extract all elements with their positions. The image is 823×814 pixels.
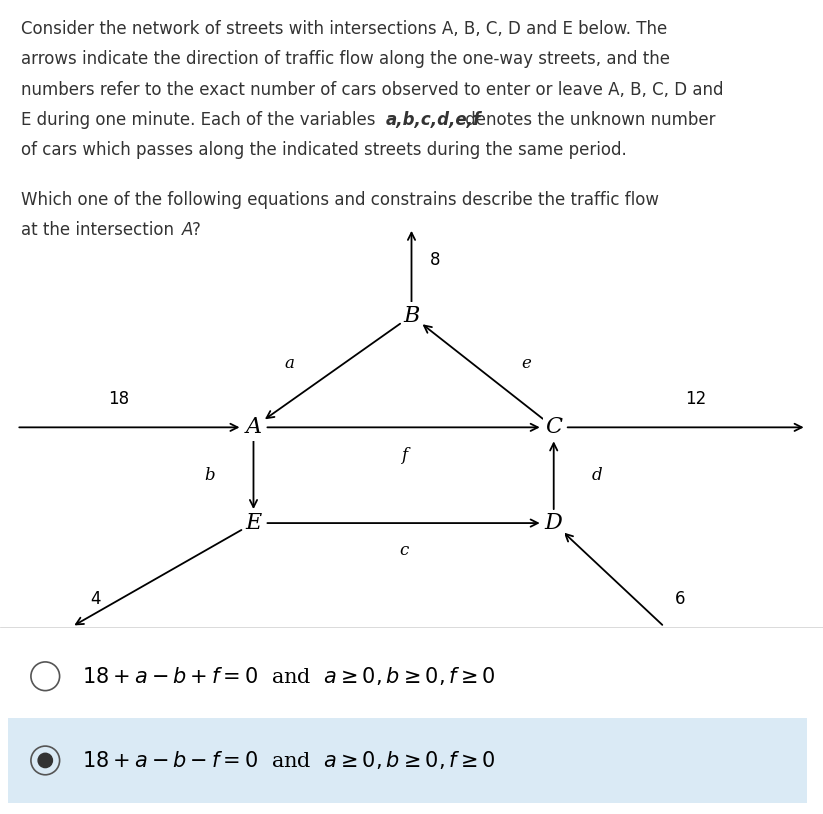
Text: A: A [182, 221, 193, 239]
Text: 8: 8 [430, 251, 440, 269]
Text: d: d [592, 466, 602, 484]
FancyArrowPatch shape [267, 424, 537, 431]
FancyArrowPatch shape [568, 424, 802, 431]
Text: A: A [245, 416, 262, 439]
FancyArrowPatch shape [424, 326, 543, 418]
Text: 4: 4 [91, 590, 100, 608]
Text: c: c [399, 542, 408, 559]
FancyArrowPatch shape [550, 444, 557, 510]
FancyArrowPatch shape [408, 233, 415, 302]
Ellipse shape [38, 753, 53, 768]
Text: at the intersection: at the intersection [21, 221, 179, 239]
Text: f: f [401, 447, 407, 464]
FancyArrowPatch shape [250, 441, 257, 507]
FancyArrowPatch shape [267, 519, 537, 527]
Text: $18 + a - b + f = 0$  and  $a \geq 0, b \geq 0, f \geq 0$: $18 + a - b + f = 0$ and $a \geq 0, b \g… [82, 665, 496, 687]
Text: 6: 6 [675, 590, 686, 608]
Text: 18: 18 [109, 391, 130, 409]
Text: D: D [545, 512, 563, 534]
Text: a: a [284, 355, 294, 372]
Text: ?: ? [192, 221, 201, 239]
FancyArrowPatch shape [267, 324, 400, 418]
Text: arrows indicate the direction of traffic flow along the one-way streets, and the: arrows indicate the direction of traffic… [21, 50, 670, 68]
Text: Consider the network of streets with intersections A, B, C, D and E below. The: Consider the network of streets with int… [21, 20, 667, 38]
Text: Which one of the following equations and constrains describe the traffic flow: Which one of the following equations and… [21, 191, 658, 209]
FancyArrowPatch shape [565, 534, 663, 625]
Text: E during one minute. Each of the variables: E during one minute. Each of the variabl… [21, 111, 380, 129]
Text: $18 + a - b - f = 0$  and  $a \geq 0, b \geq 0, f \geq 0$: $18 + a - b - f = 0$ and $a \geq 0, b \g… [82, 750, 496, 772]
Text: denotes the unknown number: denotes the unknown number [460, 111, 715, 129]
Text: of cars which passes along the indicated streets during the same period.: of cars which passes along the indicated… [21, 141, 626, 159]
Text: a,b,c,d,e,f: a,b,c,d,e,f [386, 111, 481, 129]
Text: E: E [245, 512, 262, 534]
FancyBboxPatch shape [8, 719, 807, 803]
Text: numbers refer to the exact number of cars observed to enter or leave A, B, C, D : numbers refer to the exact number of car… [21, 81, 723, 98]
Text: C: C [545, 416, 562, 439]
FancyArrowPatch shape [76, 530, 241, 624]
Text: 12: 12 [686, 391, 707, 409]
Text: e: e [521, 355, 531, 372]
Text: b: b [205, 466, 216, 484]
FancyArrowPatch shape [19, 424, 238, 431]
Text: B: B [403, 304, 420, 326]
